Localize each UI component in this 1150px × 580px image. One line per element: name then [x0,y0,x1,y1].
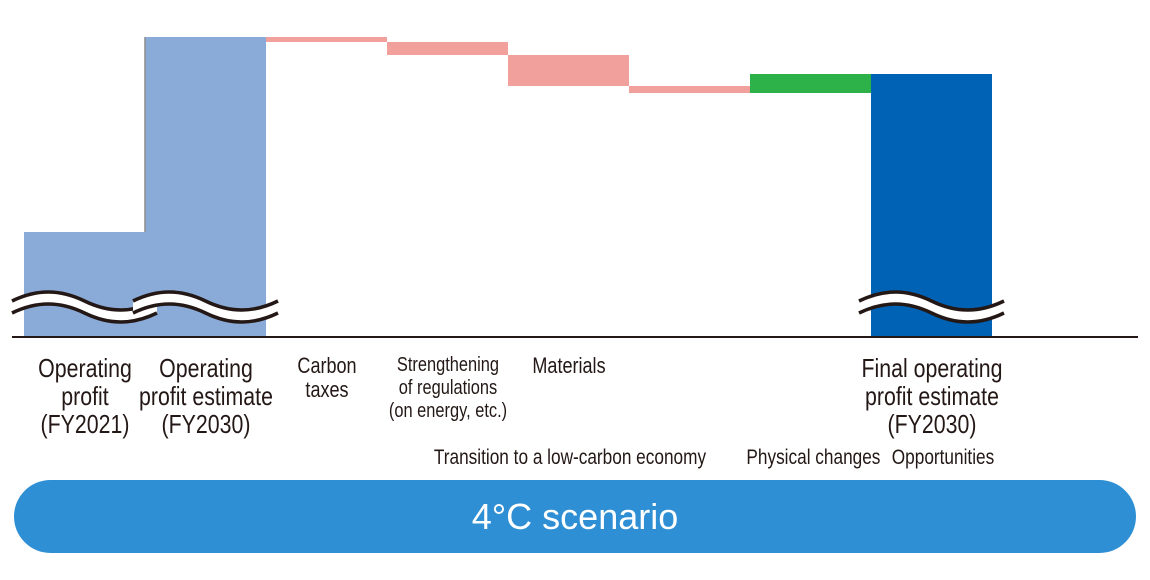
label-materials: Materials [478,354,658,378]
label-final-operating-profit-estimate-fy2030: Final operating profit estimate (FY2030) [841,354,1021,438]
label-carbon-taxes: Carbon taxes [236,354,416,402]
bar-materials [508,55,629,86]
axis-break-gap [133,292,278,322]
label-line: Operating [158,353,253,383]
axis-break-gap [12,292,157,322]
label-line: profit [60,381,109,412]
label-operating-profit-estimate-fy2030: Operating profit estimate (FY2030) [115,354,295,438]
bar-strengthening-of-regulations [387,42,508,55]
axis-break-gap [859,292,1004,322]
scenario-label: 4°C scenario [471,495,679,537]
label-line: Operating [37,353,132,383]
label-line: profit estimate [138,381,273,412]
axis-break-line-bottom [858,302,1005,324]
axis-break-line-top [858,290,1005,312]
bar-opportunities [750,74,871,93]
label-line: Materials [531,353,606,378]
label-strengthening-of-regulations: Strengthening of regulations (on energy, e… [357,354,537,423]
label-line: taxes [304,376,349,402]
group-label-physical-changes: Physical changes [746,446,881,469]
label-line: (FY2021) [40,409,129,440]
label-operating-profit-fy2021: Operating profit (FY2021) [0,354,175,438]
bar-operating-profit-estimate-fy2030 [145,37,266,337]
label-line: of regulations [398,377,497,399]
label-line: profit estimate [864,381,999,412]
bar-carbon-taxes [266,37,387,42]
label-line: Carbon [296,353,357,378]
axis-break-line-top [132,290,279,312]
axis-break-line-bottom [11,302,158,324]
label-line: (on energy, etc.) [388,400,507,422]
group-label-transition: Transition to a low-carbon economy [433,446,707,469]
scenario-banner: 4°C scenario [14,480,1136,553]
label-line: (FY2030) [887,409,976,440]
axis-break-line-bottom [132,302,279,324]
label-line: Final operating [860,353,1003,383]
group-label-opportunities: Opportunities [891,446,995,469]
bar-physical-changes [629,86,750,93]
label-line: Strengthening [396,354,499,376]
label-line: (FY2030) [161,409,250,440]
waterfall-chart [11,37,1138,338]
